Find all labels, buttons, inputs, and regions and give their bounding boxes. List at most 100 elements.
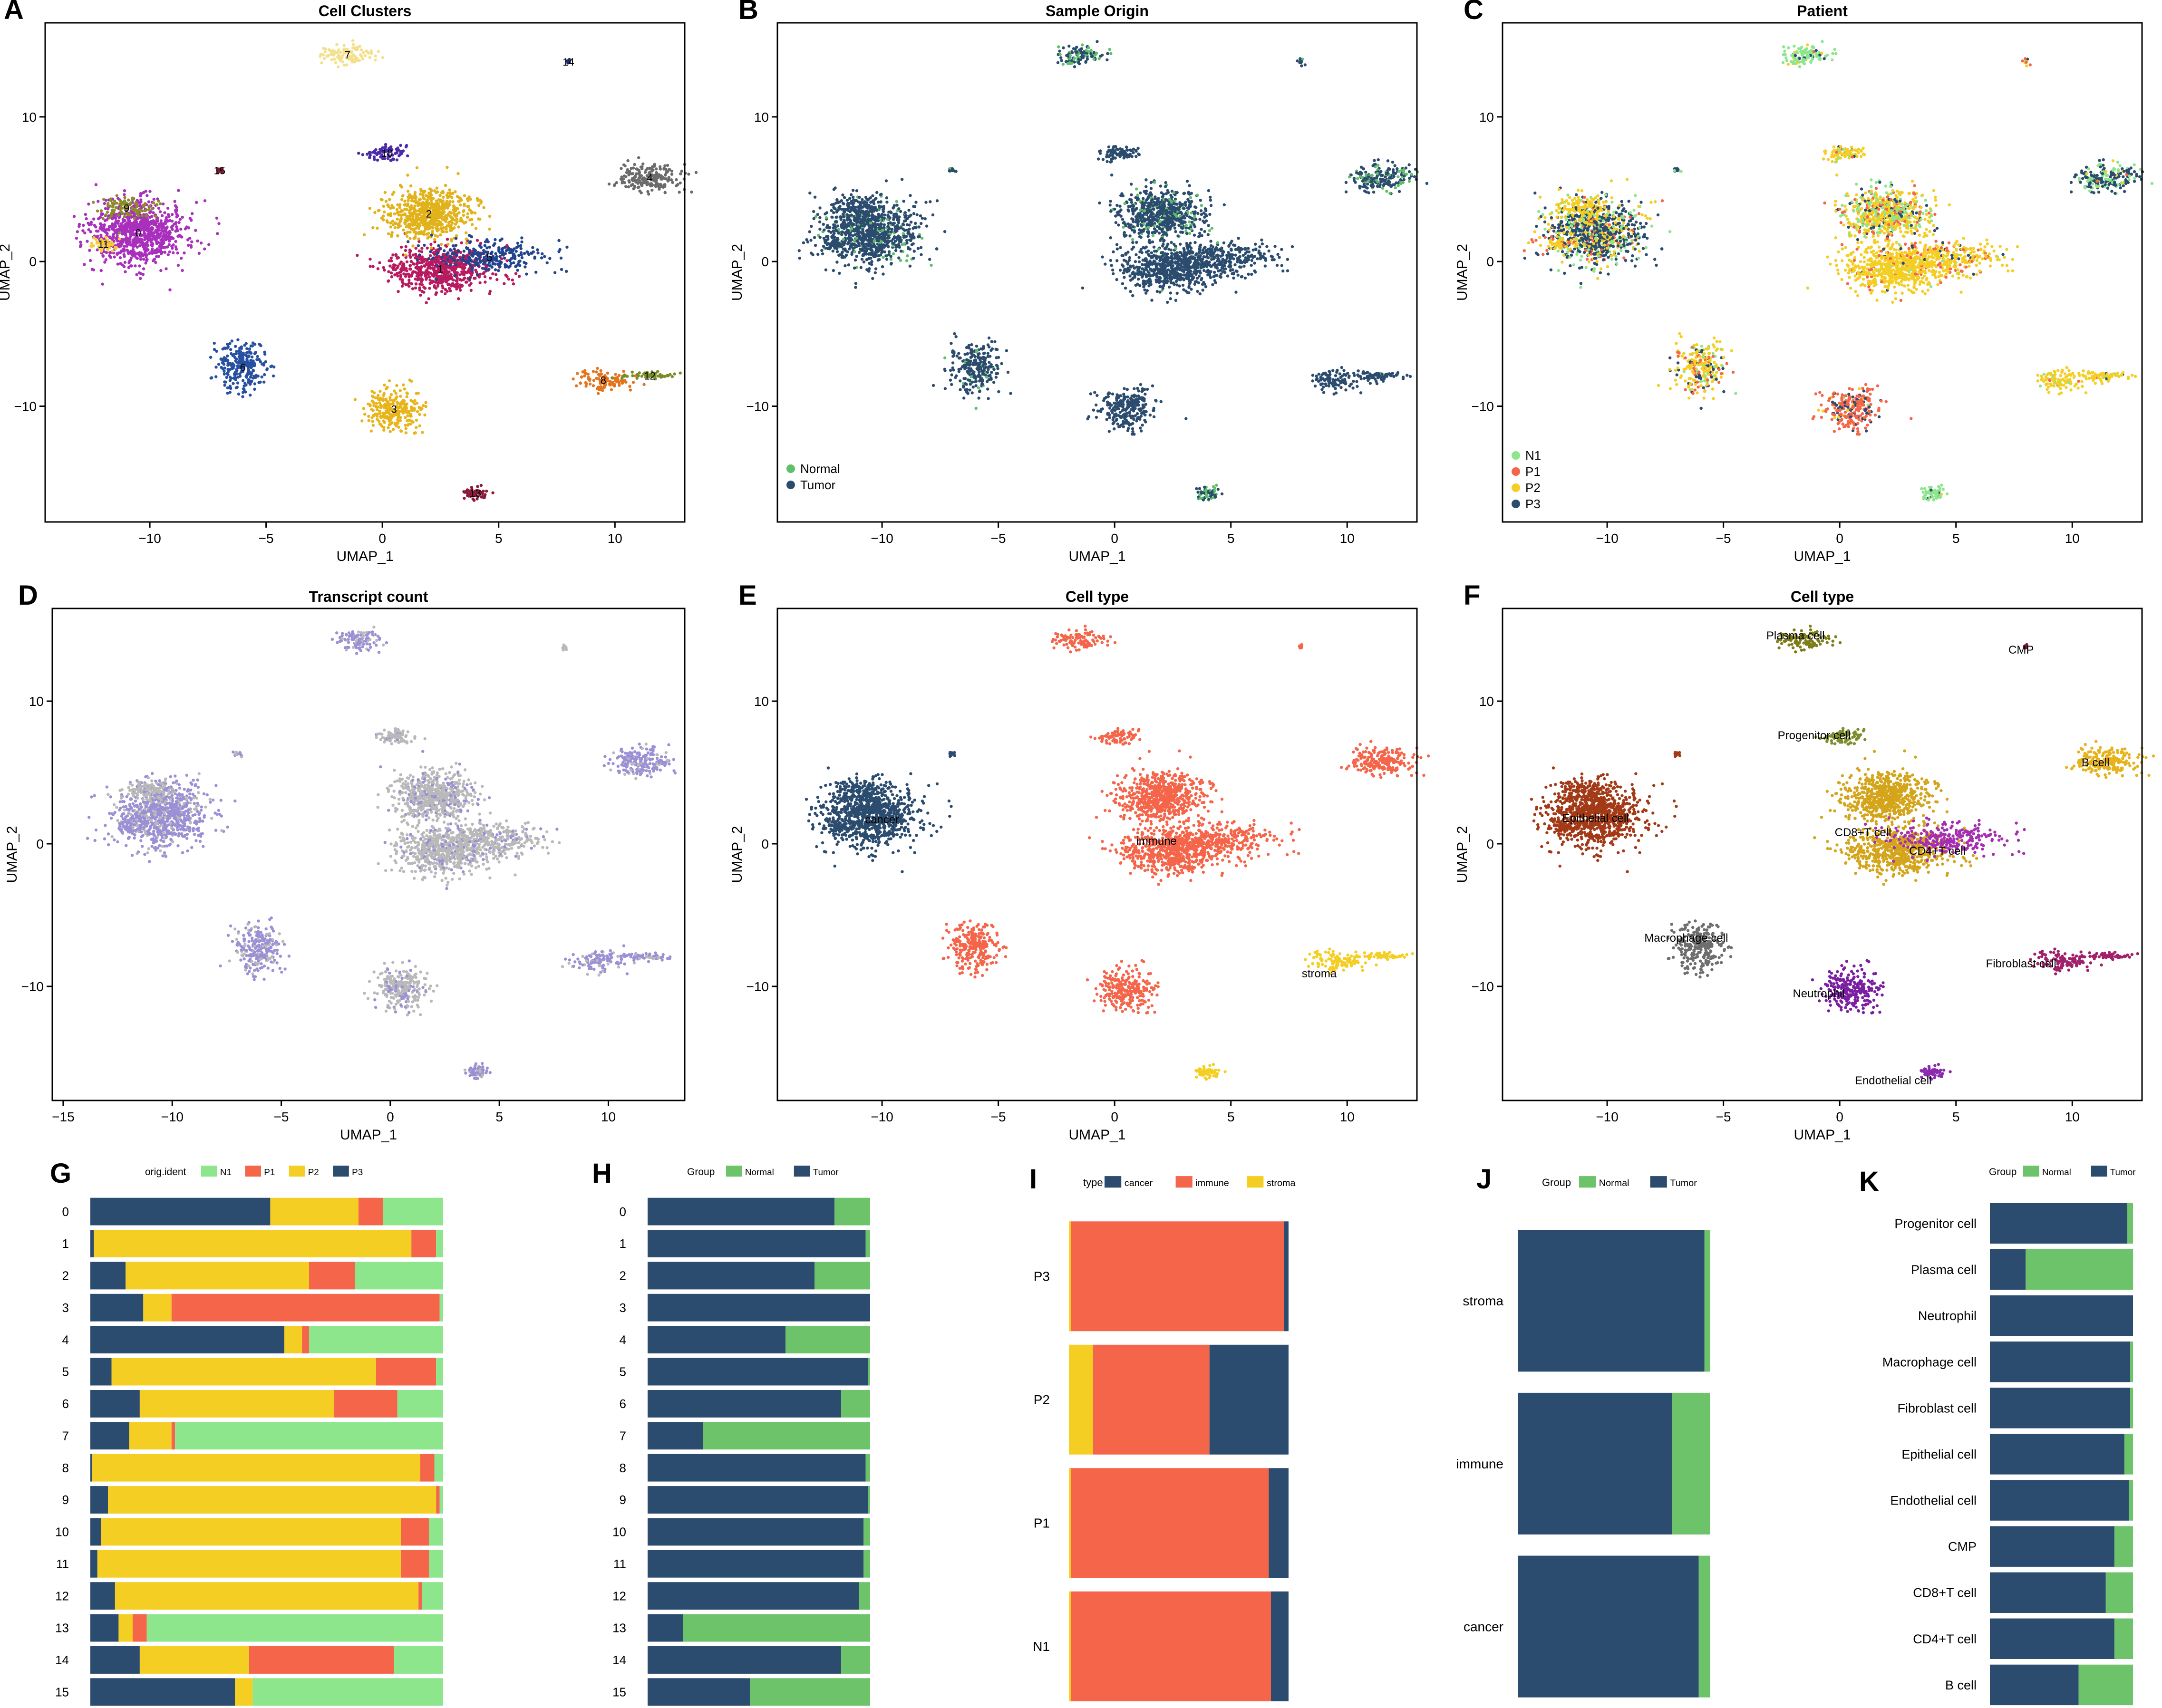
cell-point <box>376 226 379 230</box>
cell-point <box>139 220 143 223</box>
cell-point <box>439 233 442 237</box>
cell-point <box>882 216 886 220</box>
cell-point <box>195 201 198 204</box>
cell-point <box>895 200 898 203</box>
cell-point <box>407 195 410 199</box>
cell-point <box>583 369 587 372</box>
cell-point <box>236 381 240 385</box>
cell-point <box>183 251 186 255</box>
cell-point <box>330 58 333 61</box>
cell-point <box>915 213 919 216</box>
cell-point <box>394 268 397 271</box>
cell-point <box>841 193 844 197</box>
cell-point <box>138 264 141 268</box>
cell-point <box>139 200 143 204</box>
cell-point <box>170 244 174 248</box>
cell-point <box>144 228 147 232</box>
cell-point <box>92 217 96 221</box>
cell-point <box>636 178 640 182</box>
cell-point <box>676 183 679 186</box>
cell-point <box>884 254 888 258</box>
cell-point <box>438 193 442 197</box>
cell-point <box>610 388 613 391</box>
cell-point <box>385 408 389 412</box>
cell-point <box>134 254 137 258</box>
cell-point <box>143 217 146 221</box>
cell-point <box>495 255 498 258</box>
cell-point <box>432 268 435 271</box>
cluster-7-points <box>319 39 385 68</box>
cell-point <box>641 176 645 180</box>
cell-point <box>174 240 177 243</box>
cell-point <box>614 373 617 376</box>
cell-point <box>514 265 517 268</box>
cell-point <box>517 245 520 248</box>
cell-point <box>392 263 396 267</box>
cell-point <box>531 246 534 249</box>
cell-point <box>112 211 116 214</box>
cell-point <box>135 252 138 255</box>
cell-point <box>358 58 361 62</box>
cell-point <box>180 257 183 260</box>
cell-point <box>253 382 257 386</box>
cell-point <box>373 211 377 214</box>
cell-point <box>362 407 365 410</box>
cell-point <box>431 230 434 233</box>
cell-point <box>418 424 421 427</box>
cell-point <box>445 227 448 231</box>
cell-point <box>396 274 399 278</box>
cell-point <box>418 232 421 235</box>
cell-point <box>165 232 169 235</box>
cell-point <box>398 419 402 422</box>
cell-point <box>884 179 888 183</box>
cell-point <box>414 431 417 434</box>
cell-point <box>407 284 411 288</box>
cell-point <box>181 269 184 272</box>
cell-point <box>457 297 460 300</box>
cell-point <box>890 261 893 265</box>
cell-point <box>659 167 662 171</box>
cell-point <box>226 354 229 357</box>
cell-point <box>543 255 546 258</box>
cell-point <box>517 275 521 278</box>
cell-point <box>157 255 160 258</box>
cell-point <box>104 207 107 210</box>
cell-point <box>404 424 407 427</box>
cell-point <box>484 493 487 496</box>
cell-point <box>479 483 483 487</box>
cell-point <box>398 203 402 206</box>
cell-point <box>154 261 157 264</box>
cell-point <box>458 219 462 222</box>
cell-point <box>92 244 96 248</box>
cell-point <box>160 245 164 248</box>
cell-point <box>818 227 822 231</box>
cell-point <box>872 229 875 232</box>
cell-point <box>167 240 171 243</box>
cluster-label: 11 <box>98 239 109 251</box>
cell-point <box>147 200 151 203</box>
cell-point <box>166 245 169 249</box>
cell-point <box>391 253 395 257</box>
cell-point <box>113 255 116 259</box>
cell-point <box>145 194 149 197</box>
cell-point <box>935 247 939 251</box>
cell-point <box>456 195 459 198</box>
cell-point <box>401 399 405 402</box>
cell-point <box>446 165 449 169</box>
cell-point <box>870 260 873 263</box>
cell-point <box>351 43 355 46</box>
cell-point <box>109 199 113 202</box>
cell-point <box>163 251 166 254</box>
cell-point <box>843 221 846 224</box>
cell-point <box>859 248 863 251</box>
cell-point <box>437 244 440 247</box>
cell-point <box>880 246 883 250</box>
cell-point <box>856 219 859 222</box>
cell-point <box>168 250 172 254</box>
cell-point <box>399 405 403 409</box>
cell-point <box>159 233 162 236</box>
cell-point <box>333 58 336 61</box>
cell-point <box>148 204 151 208</box>
cell-point <box>404 431 408 434</box>
cell-point <box>388 430 392 434</box>
